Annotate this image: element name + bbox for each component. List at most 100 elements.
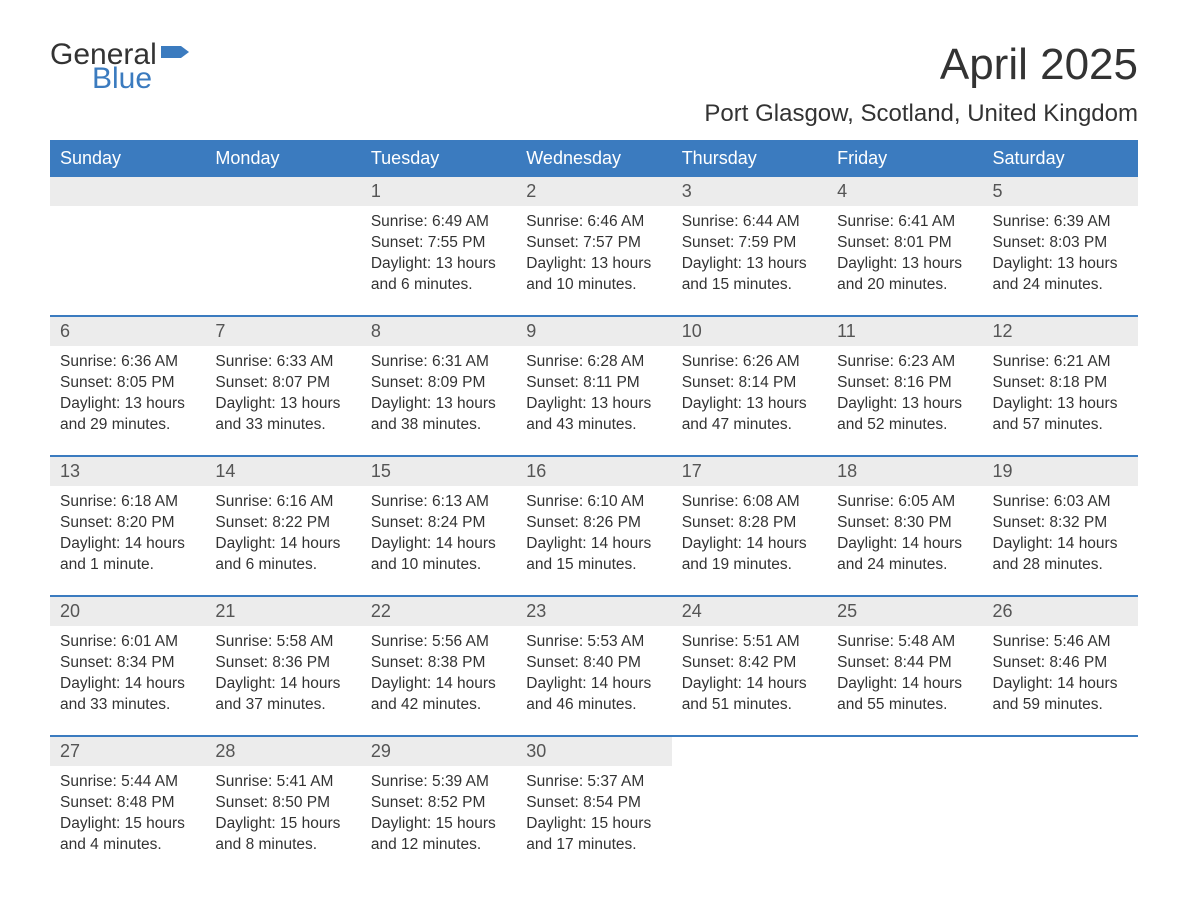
daylight-text: Daylight: 13 hours and 29 minutes. bbox=[60, 394, 195, 436]
day-number-cell: 23 bbox=[516, 596, 671, 626]
sunrise-text: Sunrise: 5:41 AM bbox=[215, 772, 350, 793]
daylight-text: Daylight: 13 hours and 20 minutes. bbox=[837, 254, 972, 296]
daylight-text: Daylight: 15 hours and 17 minutes. bbox=[526, 814, 661, 856]
day-content-cell: Sunrise: 6:23 AMSunset: 8:16 PMDaylight:… bbox=[827, 346, 982, 456]
sunrise-text: Sunrise: 6:33 AM bbox=[215, 352, 350, 373]
daylight-text: Daylight: 13 hours and 52 minutes. bbox=[837, 394, 972, 436]
calendar-table: SundayMondayTuesdayWednesdayThursdayFrid… bbox=[50, 140, 1138, 876]
day-number-cell: 19 bbox=[983, 456, 1138, 486]
month-title: April 2025 bbox=[704, 40, 1138, 90]
daylight-text: Daylight: 15 hours and 12 minutes. bbox=[371, 814, 506, 856]
day-header: Sunday bbox=[50, 140, 205, 177]
sunrise-text: Sunrise: 6:16 AM bbox=[215, 492, 350, 513]
sunrise-text: Sunrise: 6:13 AM bbox=[371, 492, 506, 513]
day-number-cell: 27 bbox=[50, 736, 205, 766]
day-header: Saturday bbox=[983, 140, 1138, 177]
sunset-text: Sunset: 8:07 PM bbox=[215, 373, 350, 394]
sunset-text: Sunset: 8:42 PM bbox=[682, 653, 817, 674]
daylight-text: Daylight: 14 hours and 19 minutes. bbox=[682, 534, 817, 576]
sunset-text: Sunset: 7:55 PM bbox=[371, 233, 506, 254]
sunset-text: Sunset: 8:16 PM bbox=[837, 373, 972, 394]
daylight-text: Daylight: 15 hours and 8 minutes. bbox=[215, 814, 350, 856]
sunrise-text: Sunrise: 6:23 AM bbox=[837, 352, 972, 373]
sunrise-text: Sunrise: 6:36 AM bbox=[60, 352, 195, 373]
daylight-text: Daylight: 14 hours and 42 minutes. bbox=[371, 674, 506, 716]
sunrise-text: Sunrise: 6:39 AM bbox=[993, 212, 1128, 233]
day-content-cell: Sunrise: 6:18 AMSunset: 8:20 PMDaylight:… bbox=[50, 486, 205, 596]
day-content-cell: Sunrise: 6:28 AMSunset: 8:11 PMDaylight:… bbox=[516, 346, 671, 456]
day-number-cell: 21 bbox=[205, 596, 360, 626]
day-content-cell: Sunrise: 6:49 AMSunset: 7:55 PMDaylight:… bbox=[361, 206, 516, 316]
day-content-cell: Sunrise: 5:46 AMSunset: 8:46 PMDaylight:… bbox=[983, 626, 1138, 736]
day-content-cell: Sunrise: 6:33 AMSunset: 8:07 PMDaylight:… bbox=[205, 346, 360, 456]
daylight-text: Daylight: 14 hours and 51 minutes. bbox=[682, 674, 817, 716]
day-number-cell: 15 bbox=[361, 456, 516, 486]
sunrise-text: Sunrise: 5:37 AM bbox=[526, 772, 661, 793]
day-header: Thursday bbox=[672, 140, 827, 177]
sunset-text: Sunset: 8:22 PM bbox=[215, 513, 350, 534]
day-number-cell: 10 bbox=[672, 316, 827, 346]
day-number-cell: 6 bbox=[50, 316, 205, 346]
sunrise-text: Sunrise: 6:41 AM bbox=[837, 212, 972, 233]
daylight-text: Daylight: 13 hours and 6 minutes. bbox=[371, 254, 506, 296]
title-block: April 2025 Port Glasgow, Scotland, Unite… bbox=[704, 40, 1138, 128]
sunrise-text: Sunrise: 6:49 AM bbox=[371, 212, 506, 233]
sunrise-text: Sunrise: 6:28 AM bbox=[526, 352, 661, 373]
sunset-text: Sunset: 8:46 PM bbox=[993, 653, 1128, 674]
sunset-text: Sunset: 8:36 PM bbox=[215, 653, 350, 674]
sunrise-text: Sunrise: 5:48 AM bbox=[837, 632, 972, 653]
sunrise-text: Sunrise: 5:46 AM bbox=[993, 632, 1128, 653]
day-content-cell: Sunrise: 6:03 AMSunset: 8:32 PMDaylight:… bbox=[983, 486, 1138, 596]
day-content-cell: Sunrise: 5:41 AMSunset: 8:50 PMDaylight:… bbox=[205, 766, 360, 876]
daylight-text: Daylight: 13 hours and 15 minutes. bbox=[682, 254, 817, 296]
day-number-cell bbox=[50, 177, 205, 206]
sunset-text: Sunset: 8:20 PM bbox=[60, 513, 195, 534]
daylight-text: Daylight: 14 hours and 24 minutes. bbox=[837, 534, 972, 576]
sunrise-text: Sunrise: 6:18 AM bbox=[60, 492, 195, 513]
day-header: Tuesday bbox=[361, 140, 516, 177]
daylight-text: Daylight: 14 hours and 59 minutes. bbox=[993, 674, 1128, 716]
day-number-cell: 9 bbox=[516, 316, 671, 346]
day-content-cell bbox=[50, 206, 205, 316]
day-content-cell: Sunrise: 6:10 AMSunset: 8:26 PMDaylight:… bbox=[516, 486, 671, 596]
daylight-text: Daylight: 13 hours and 38 minutes. bbox=[371, 394, 506, 436]
sunset-text: Sunset: 8:40 PM bbox=[526, 653, 661, 674]
sunset-text: Sunset: 8:52 PM bbox=[371, 793, 506, 814]
daylight-text: Daylight: 14 hours and 6 minutes. bbox=[215, 534, 350, 576]
day-content-cell bbox=[672, 766, 827, 876]
sunrise-text: Sunrise: 6:44 AM bbox=[682, 212, 817, 233]
day-content-cell bbox=[983, 766, 1138, 876]
day-content-cell: Sunrise: 6:26 AMSunset: 8:14 PMDaylight:… bbox=[672, 346, 827, 456]
sunrise-text: Sunrise: 6:10 AM bbox=[526, 492, 661, 513]
day-content-cell: Sunrise: 6:46 AMSunset: 7:57 PMDaylight:… bbox=[516, 206, 671, 316]
sunrise-text: Sunrise: 6:46 AM bbox=[526, 212, 661, 233]
sunset-text: Sunset: 8:24 PM bbox=[371, 513, 506, 534]
day-number-cell: 1 bbox=[361, 177, 516, 206]
sunrise-text: Sunrise: 5:44 AM bbox=[60, 772, 195, 793]
day-number-cell: 18 bbox=[827, 456, 982, 486]
day-content-cell: Sunrise: 6:36 AMSunset: 8:05 PMDaylight:… bbox=[50, 346, 205, 456]
sunset-text: Sunset: 8:14 PM bbox=[682, 373, 817, 394]
day-content-cell: Sunrise: 5:51 AMSunset: 8:42 PMDaylight:… bbox=[672, 626, 827, 736]
sunset-text: Sunset: 8:05 PM bbox=[60, 373, 195, 394]
location: Port Glasgow, Scotland, United Kingdom bbox=[704, 100, 1138, 128]
day-number-cell: 14 bbox=[205, 456, 360, 486]
day-content-cell: Sunrise: 5:48 AMSunset: 8:44 PMDaylight:… bbox=[827, 626, 982, 736]
daylight-text: Daylight: 14 hours and 33 minutes. bbox=[60, 674, 195, 716]
sunset-text: Sunset: 8:09 PM bbox=[371, 373, 506, 394]
day-number-cell bbox=[672, 736, 827, 766]
daylight-text: Daylight: 14 hours and 28 minutes. bbox=[993, 534, 1128, 576]
day-content-cell: Sunrise: 6:05 AMSunset: 8:30 PMDaylight:… bbox=[827, 486, 982, 596]
day-header: Friday bbox=[827, 140, 982, 177]
daylight-text: Daylight: 14 hours and 10 minutes. bbox=[371, 534, 506, 576]
calendar-head: SundayMondayTuesdayWednesdayThursdayFrid… bbox=[50, 140, 1138, 177]
sunset-text: Sunset: 7:57 PM bbox=[526, 233, 661, 254]
sunrise-text: Sunrise: 5:58 AM bbox=[215, 632, 350, 653]
day-number-cell: 30 bbox=[516, 736, 671, 766]
day-content-cell: Sunrise: 5:39 AMSunset: 8:52 PMDaylight:… bbox=[361, 766, 516, 876]
sunset-text: Sunset: 8:48 PM bbox=[60, 793, 195, 814]
sunset-text: Sunset: 8:03 PM bbox=[993, 233, 1128, 254]
daylight-text: Daylight: 13 hours and 10 minutes. bbox=[526, 254, 661, 296]
sunset-text: Sunset: 8:50 PM bbox=[215, 793, 350, 814]
day-number-cell bbox=[983, 736, 1138, 766]
